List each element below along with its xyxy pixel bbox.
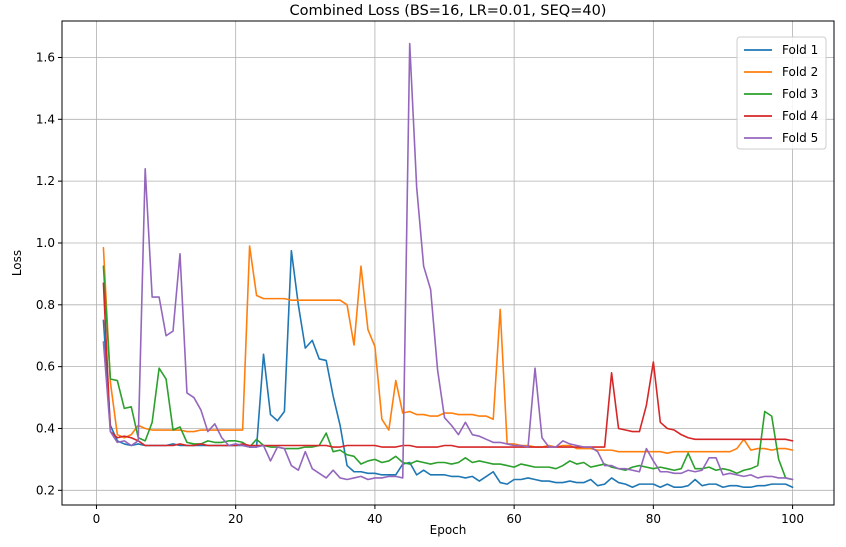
tick-layer: 0 20 40 60 80 100 0.2 0.4 0.6 0.8 1.0 1.2 1.4 1.6	[36, 50, 804, 526]
series-line-fold-3	[102, 265, 794, 481]
x-tick-label: 60	[506, 512, 521, 526]
y-tick-label: 0.2	[36, 483, 55, 497]
legend-label-fold-5: Fold 5	[782, 131, 818, 145]
legend-label-fold-4: Fold 4	[782, 109, 818, 123]
legend-label-fold-1: Fold 1	[782, 43, 818, 57]
y-tick-label: 1.0	[36, 236, 55, 250]
x-axis-label: Epoch	[430, 523, 467, 537]
y-tick-label: 0.8	[36, 298, 55, 312]
y-tick-label: 0.4	[36, 421, 55, 435]
plot-frame	[61, 20, 835, 506]
chart-title: Combined Loss (BS=16, LR=0.01, SEQ=40)	[290, 3, 607, 19]
x-tick-label: 100	[781, 512, 804, 526]
x-tick-label: 20	[228, 512, 243, 526]
x-tick-label: 0	[93, 512, 101, 526]
legend-box	[736, 36, 827, 150]
grid-layer	[62, 21, 834, 505]
x-tick-label: 80	[646, 512, 661, 526]
legend-label-fold-3: Fold 3	[782, 87, 818, 101]
series-layer	[102, 42, 794, 489]
legend: Fold 1 Fold 2 Fold 3 Fold 4 Fold 5	[736, 36, 827, 150]
x-tick-label: 40	[367, 512, 382, 526]
series-line-fold-5	[102, 42, 794, 481]
y-tick-label: 1.4	[36, 112, 55, 126]
y-tick-label: 1.2	[36, 174, 55, 188]
series-line-fold-4	[102, 282, 794, 448]
y-tick-label: 0.6	[36, 360, 55, 374]
y-axis-label: Loss	[10, 250, 24, 276]
y-tick-label: 1.6	[36, 50, 55, 64]
legend-label-fold-2: Fold 2	[782, 65, 818, 79]
